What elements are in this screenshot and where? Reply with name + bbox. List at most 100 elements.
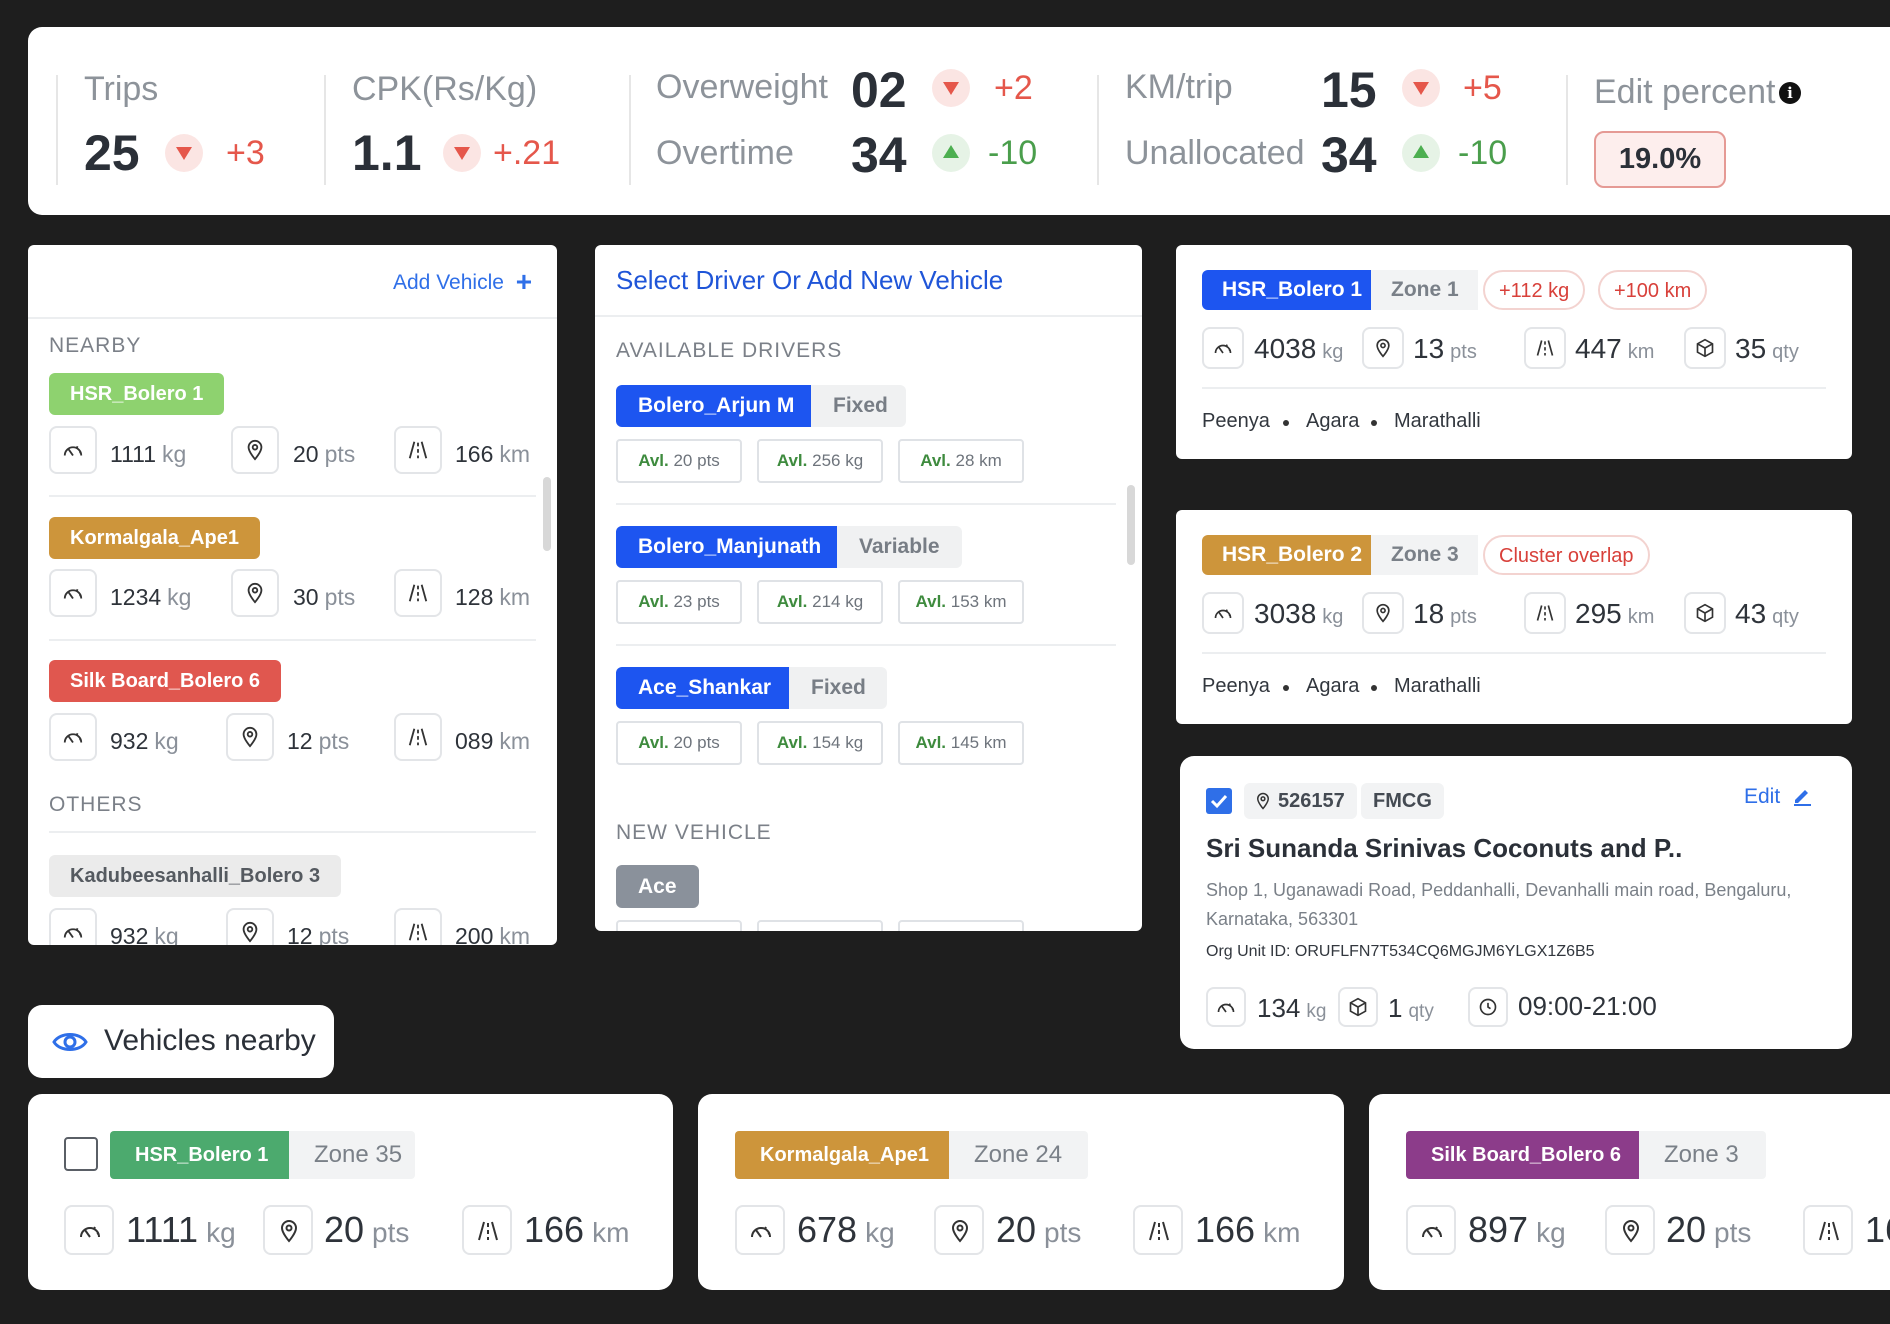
vehicle-tag[interactable]: Kadubeesanhalli_Bolero 3 [49, 855, 342, 897]
route-weight: 4038 kg [1254, 333, 1344, 364]
driver-name: Bolero_Manjunath [616, 526, 837, 568]
unallocated-delta: -10 [1458, 134, 1508, 172]
vehicle-tag: HSR_Bolero 1 [1202, 270, 1371, 310]
weight-icon [64, 1205, 114, 1255]
weight-icon [735, 1205, 785, 1255]
edit-button[interactable]: Edit [1744, 785, 1812, 809]
warning-chip: Cluster overlap [1483, 535, 1650, 575]
vehicle-points: 12 pts [287, 923, 350, 945]
vehicles-panel: Add Vehicle + NEARBY HSR_Bolero 1 1111 kg… [28, 245, 557, 945]
cpk-value: 1.1 [352, 125, 422, 181]
vehicle-weight: 897 kg [1468, 1209, 1566, 1250]
weight-icon [49, 908, 97, 945]
available-points: Avl. 20 pts [616, 439, 742, 483]
road-icon [1803, 1205, 1853, 1255]
nearby-header: NEARBY [49, 334, 142, 357]
eye-icon [52, 1033, 88, 1051]
info-icon[interactable]: i [1779, 82, 1801, 104]
weight-icon [1206, 987, 1246, 1027]
trend-down-icon [165, 134, 203, 172]
vehicle-tag: Kormalgala_Ape1 [735, 1131, 949, 1179]
available-distance [898, 920, 1024, 931]
select-checkbox[interactable] [64, 1137, 98, 1171]
route-card[interactable]: HSR_Bolero 1 Zone 1 +112 kg +100 km 4038… [1176, 245, 1852, 459]
edit-percent-value[interactable]: 19.0% [1594, 131, 1726, 188]
trend-down-icon [932, 69, 970, 107]
vehicle-tag[interactable]: HSR_Bolero 1 [49, 373, 225, 415]
driver-name: Ace_Shankar [616, 667, 789, 709]
category-tag: FMCG [1361, 783, 1444, 819]
vehicle-card[interactable]: Silk Board_Bolero 6 Zone 3 897 kg 20 pts 1… [1369, 1094, 1890, 1290]
driver-type: Variable [837, 526, 962, 568]
unallocated-label: Unallocated [1125, 134, 1305, 172]
vehicle-tag[interactable]: Silk Board_Bolero 6 [49, 660, 282, 702]
select-checkbox[interactable] [1206, 788, 1232, 814]
overtime-label: Overtime [656, 134, 794, 172]
vehicles-nearby-button[interactable]: Vehicles nearby [28, 1005, 334, 1078]
location-pin-icon [1605, 1205, 1655, 1255]
location-pin-icon [226, 908, 274, 945]
vehicle-points: 20 pts [996, 1209, 1082, 1250]
km-trip-value: 15 [1321, 62, 1377, 118]
vehicle-tag: HSR_Bolero 2 [1202, 535, 1371, 575]
km-trip-label: KM/trip [1125, 68, 1233, 106]
location-pin-icon [934, 1205, 984, 1255]
vehicle-tag: Silk Board_Bolero 6 [1406, 1131, 1639, 1179]
location-pin-icon [1254, 792, 1272, 810]
org-unit-id: Org Unit ID: ORUFLFN7T534CQ6MGJM6YLGX1Z6… [1206, 943, 1595, 960]
available-distance: Avl. 28 km [898, 439, 1024, 483]
new-vehicle-tag[interactable]: Ace [616, 865, 699, 908]
stop-name: Peenya [1202, 675, 1270, 697]
vehicle-points: 20 pts [1666, 1209, 1752, 1250]
road-icon [1524, 327, 1566, 369]
vehicle-tag: HSR_Bolero 1 [110, 1131, 289, 1179]
vehicle-distance: 089 km [455, 728, 531, 754]
cpk-delta: +.21 [493, 134, 561, 172]
weight-icon [49, 569, 97, 617]
road-icon [1133, 1205, 1183, 1255]
route-points: 13 pts [1413, 333, 1477, 364]
warning-chip: +112 kg [1483, 270, 1586, 310]
unallocated-value: 34 [1321, 127, 1377, 183]
location-pin-icon [1362, 592, 1404, 634]
available-weight: Avl. 256 kg [757, 439, 883, 483]
overweight-label: Overweight [656, 68, 828, 106]
route-card[interactable]: HSR_Bolero 2 Zone 3 Cluster overlap 3038… [1176, 510, 1852, 724]
vehicle-tag[interactable]: Kormalgala_Ape1 [49, 517, 260, 559]
vehicle-weight: 678 kg [797, 1209, 895, 1250]
store-hours: 09:00-21:00 [1518, 991, 1657, 1021]
stop-name: Marathalli [1394, 410, 1481, 432]
vehicle-points: 20 pts [324, 1209, 410, 1250]
add-vehicle-button[interactable]: Add Vehicle + [393, 267, 532, 297]
pincode-tag: 526157 [1244, 783, 1357, 819]
driver-name: Bolero_Arjun M [616, 385, 811, 427]
route-distance: 295 km [1575, 598, 1655, 629]
trend-up-icon [932, 134, 970, 172]
vehicle-weight: 1234 kg [110, 584, 192, 610]
vehicle-card[interactable]: Kormalgala_Ape1 Zone 24 678 kg 20 pts 166 k… [698, 1094, 1344, 1290]
clock-icon [1468, 987, 1508, 1027]
available-weight [757, 920, 883, 931]
drivers-panel: Select Driver Or Add New Vehicle AVAILAB… [595, 245, 1142, 931]
location-pin-icon [231, 569, 279, 617]
location-pin-icon [231, 426, 279, 474]
trend-down-icon [443, 134, 481, 172]
zone-tag: Zone 3 [1371, 535, 1478, 575]
available-distance: Avl. 153 km [898, 580, 1024, 624]
overweight-delta: +2 [994, 69, 1033, 107]
scrollbar[interactable] [1127, 485, 1135, 565]
store-card[interactable]: 526157 FMCG Edit Sri Sunanda Srinivas Co… [1180, 756, 1852, 1049]
vehicle-card[interactable]: HSR_Bolero 1 Zone 35 1111 kg 20 pts 166 km [28, 1094, 673, 1290]
route-weight: 3038 kg [1254, 598, 1344, 629]
drivers-panel-title: Select Driver Or Add New Vehicle [616, 265, 1004, 295]
stop-name: Marathalli [1394, 675, 1481, 697]
weight-icon [1202, 327, 1244, 369]
overtime-delta: -10 [988, 134, 1038, 172]
stats-bar: Trips 25 +3 CPK(Rs/Kg) 1.1 +.21 Overweig… [28, 27, 1890, 215]
available-weight: Avl. 154 kg [757, 721, 883, 765]
trips-delta: +3 [226, 134, 265, 172]
scrollbar[interactable] [543, 477, 551, 551]
road-icon [394, 426, 442, 474]
trend-up-icon [1402, 134, 1440, 172]
